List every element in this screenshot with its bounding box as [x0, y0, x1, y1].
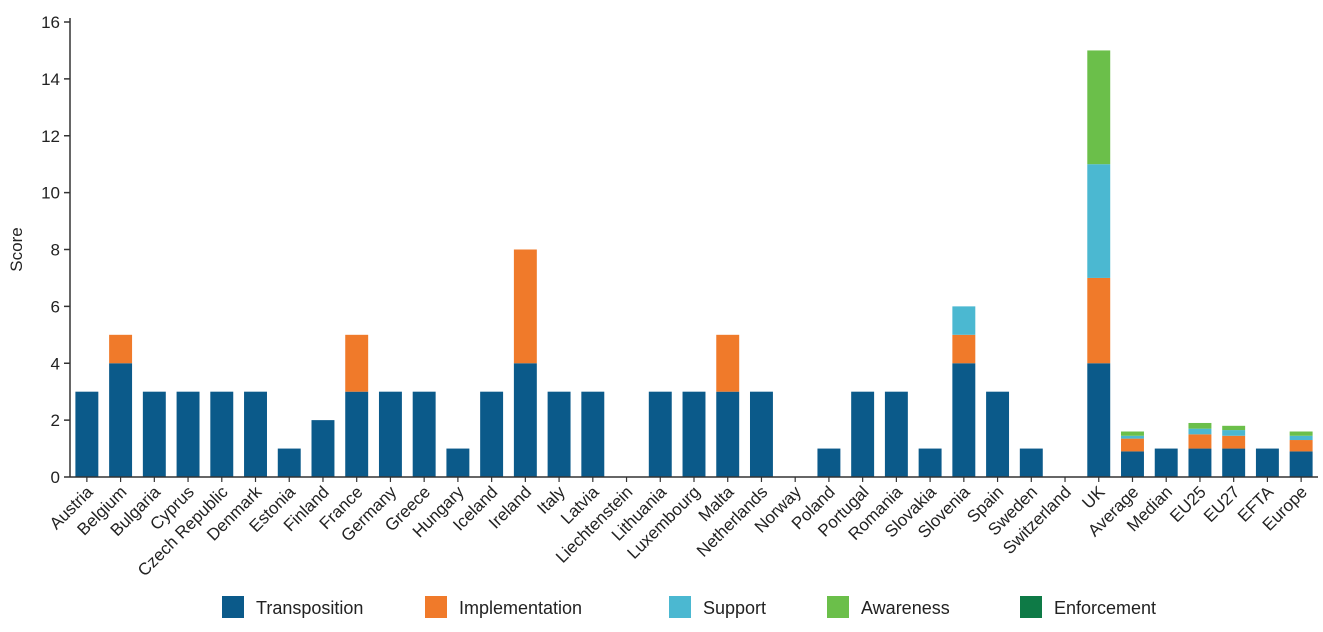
bar-segment-support	[1087, 164, 1111, 278]
bar-segment-transposition	[109, 363, 133, 477]
legend-swatch	[425, 596, 447, 618]
bar-segment-transposition	[547, 391, 571, 477]
bar-segment-transposition	[142, 391, 166, 477]
legend-swatch	[669, 596, 691, 618]
x-tick-label: EU27	[1200, 482, 1244, 526]
bar-segment-support	[1121, 435, 1144, 439]
bar-segment-transposition	[1154, 448, 1178, 477]
x-tick-label: EU25	[1166, 482, 1210, 526]
bar-segment-transposition	[480, 391, 504, 477]
bar-segment-transposition	[1255, 448, 1279, 477]
bar-segment-transposition	[918, 448, 942, 477]
bar-segment-transposition	[412, 391, 436, 477]
bar-segment-transposition	[884, 391, 908, 477]
y-tick-label: 4	[51, 354, 60, 373]
legend-label: Support	[703, 598, 766, 618]
bar-segment-awareness	[1289, 431, 1313, 436]
bar-segment-transposition	[1289, 451, 1313, 477]
legend: Transposition Implementation Support Awaren…	[222, 596, 1156, 618]
bar-segment-transposition	[851, 391, 875, 477]
bar-segment-transposition	[378, 391, 402, 477]
bar-segment-transposition	[817, 448, 841, 477]
bar-segment-implementation	[109, 334, 133, 364]
bar-segment-transposition	[210, 391, 234, 477]
bar-segment-transposition	[1222, 448, 1246, 477]
bar-segment-awareness	[1087, 50, 1111, 165]
y-tick-label: 8	[51, 241, 60, 260]
bars	[75, 50, 1313, 477]
bar-segment-transposition	[716, 391, 740, 477]
bar-segment-transposition	[581, 391, 605, 477]
y-tick-label: 6	[51, 297, 60, 316]
bar-segment-transposition	[311, 420, 335, 477]
y-tick-label: 0	[51, 468, 60, 487]
bar-segment-transposition	[1121, 451, 1144, 477]
legend-swatch	[1020, 596, 1042, 618]
bar-segment-transposition	[1019, 448, 1043, 477]
legend-label: Implementation	[459, 598, 582, 618]
bar-segment-transposition	[648, 391, 672, 477]
bar-segment-transposition	[1087, 363, 1111, 477]
bar-segment-transposition	[749, 391, 773, 477]
y-tick-label: 14	[41, 70, 60, 89]
bar-segment-transposition	[176, 391, 200, 477]
legend-label: Transposition	[256, 598, 363, 618]
bar-segment-implementation	[952, 334, 976, 364]
bar-segment-awareness	[1121, 431, 1144, 436]
bar-segment-transposition	[244, 391, 267, 477]
bar-segment-transposition	[952, 363, 976, 477]
y-tick-label: 2	[51, 411, 60, 430]
y-axis-title: Score	[7, 227, 26, 271]
bar-segment-transposition	[75, 391, 99, 477]
bar-segment-support	[1188, 428, 1212, 435]
y-tick-label: 16	[41, 13, 60, 32]
bar-segment-awareness	[1188, 422, 1212, 429]
bar-segment-transposition	[345, 391, 369, 477]
bar-segment-implementation	[1289, 440, 1313, 452]
bar-segment-transposition	[986, 391, 1010, 477]
legend-swatch	[827, 596, 849, 618]
legend-swatch	[222, 596, 244, 618]
legend-label: Enforcement	[1054, 598, 1156, 618]
legend-label: Awareness	[861, 598, 950, 618]
bar-segment-implementation	[1188, 434, 1212, 449]
bar-segment-support	[1289, 435, 1313, 441]
y-tick-label: 10	[41, 184, 60, 203]
bar-segment-implementation	[1222, 435, 1246, 449]
bar-segment-transposition	[277, 448, 301, 477]
bar-segment-transposition	[513, 363, 537, 477]
bar-segment-implementation	[513, 249, 537, 364]
bar-segment-implementation	[345, 334, 369, 392]
y-axis: 0 2 4 6 8 10 12 14 16	[41, 13, 71, 487]
bar-segment-awareness	[1222, 425, 1246, 431]
bar-segment-support	[1222, 430, 1246, 436]
bar-segment-support	[952, 306, 976, 335]
bar-segment-transposition	[446, 448, 470, 477]
bar-segment-implementation	[1121, 438, 1144, 452]
bar-segment-implementation	[1087, 277, 1111, 364]
bar-segment-transposition	[682, 391, 706, 477]
bar-segment-transposition	[1188, 448, 1212, 477]
bar-segment-implementation	[716, 334, 740, 392]
y-tick-label: 12	[41, 127, 60, 146]
